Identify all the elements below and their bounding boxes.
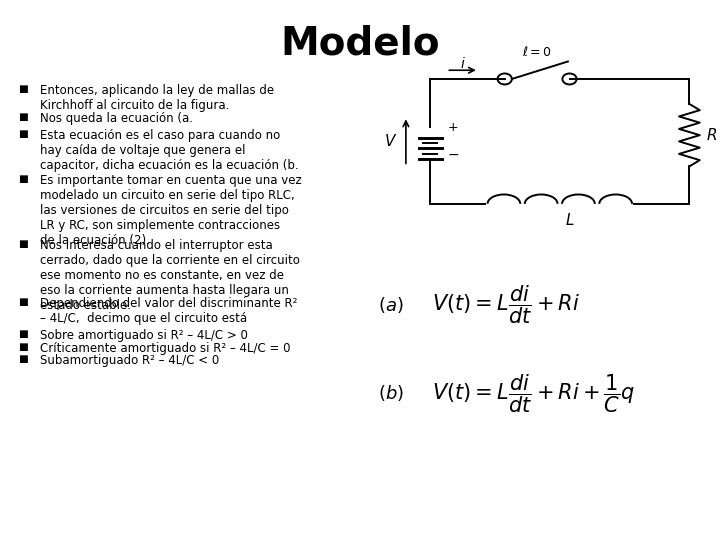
- Text: Dependiendo del valor del discriminante R²
– 4L/C,  decimo que el circuito está: Dependiendo del valor del discriminante …: [40, 297, 297, 325]
- Text: ■: ■: [18, 174, 28, 184]
- Text: Nos queda la ecuación (a.: Nos queda la ecuación (a.: [40, 112, 193, 125]
- Text: +: +: [448, 121, 459, 134]
- Text: $(b)$: $(b)$: [378, 383, 404, 403]
- Text: Nos interesa cuando el interruptor esta
cerrado, dado que la corriente en el cir: Nos interesa cuando el interruptor esta …: [40, 239, 300, 312]
- Text: ■: ■: [18, 129, 28, 139]
- Text: Entonces, aplicando la ley de mallas de
Kirchhoff al circuito de la figura.: Entonces, aplicando la ley de mallas de …: [40, 84, 274, 112]
- Text: ■: ■: [18, 84, 28, 94]
- Text: ■: ■: [18, 354, 28, 364]
- Text: ■: ■: [18, 329, 28, 340]
- Text: ■: ■: [18, 112, 28, 122]
- Text: −: −: [448, 148, 459, 162]
- Text: R: R: [707, 127, 717, 143]
- Text: Esta ecuación es el caso para cuando no
hay caída de voltaje que genera el
capac: Esta ecuación es el caso para cuando no …: [40, 129, 298, 172]
- Text: V: V: [384, 134, 395, 149]
- Text: i: i: [461, 57, 464, 71]
- Text: L: L: [565, 213, 574, 227]
- Text: Modelo: Modelo: [280, 24, 440, 62]
- Text: $V(t) = L\dfrac{di}{dt} + Ri + \dfrac{1}{C}q$: $V(t) = L\dfrac{di}{dt} + Ri + \dfrac{1}…: [432, 372, 635, 415]
- Text: Críticamente amortiguado si R² – 4L/C = 0: Críticamente amortiguado si R² – 4L/C = …: [40, 342, 290, 355]
- Text: ■: ■: [18, 297, 28, 307]
- Text: Subamortiguado R² – 4L/C < 0: Subamortiguado R² – 4L/C < 0: [40, 354, 219, 367]
- Text: Sobre amortiguado si R² – 4L/C > 0: Sobre amortiguado si R² – 4L/C > 0: [40, 329, 248, 342]
- Text: Es importante tomar en cuenta que una vez
modelado un circuito en serie del tipo: Es importante tomar en cuenta que una ve…: [40, 174, 302, 247]
- Text: ■: ■: [18, 342, 28, 352]
- Text: $(a)$: $(a)$: [378, 294, 403, 315]
- Text: $V(t) = L\dfrac{di}{dt} + Ri$: $V(t) = L\dfrac{di}{dt} + Ri$: [432, 284, 580, 326]
- Text: $\ell = 0$: $\ell = 0$: [522, 44, 552, 58]
- Text: ■: ■: [18, 239, 28, 249]
